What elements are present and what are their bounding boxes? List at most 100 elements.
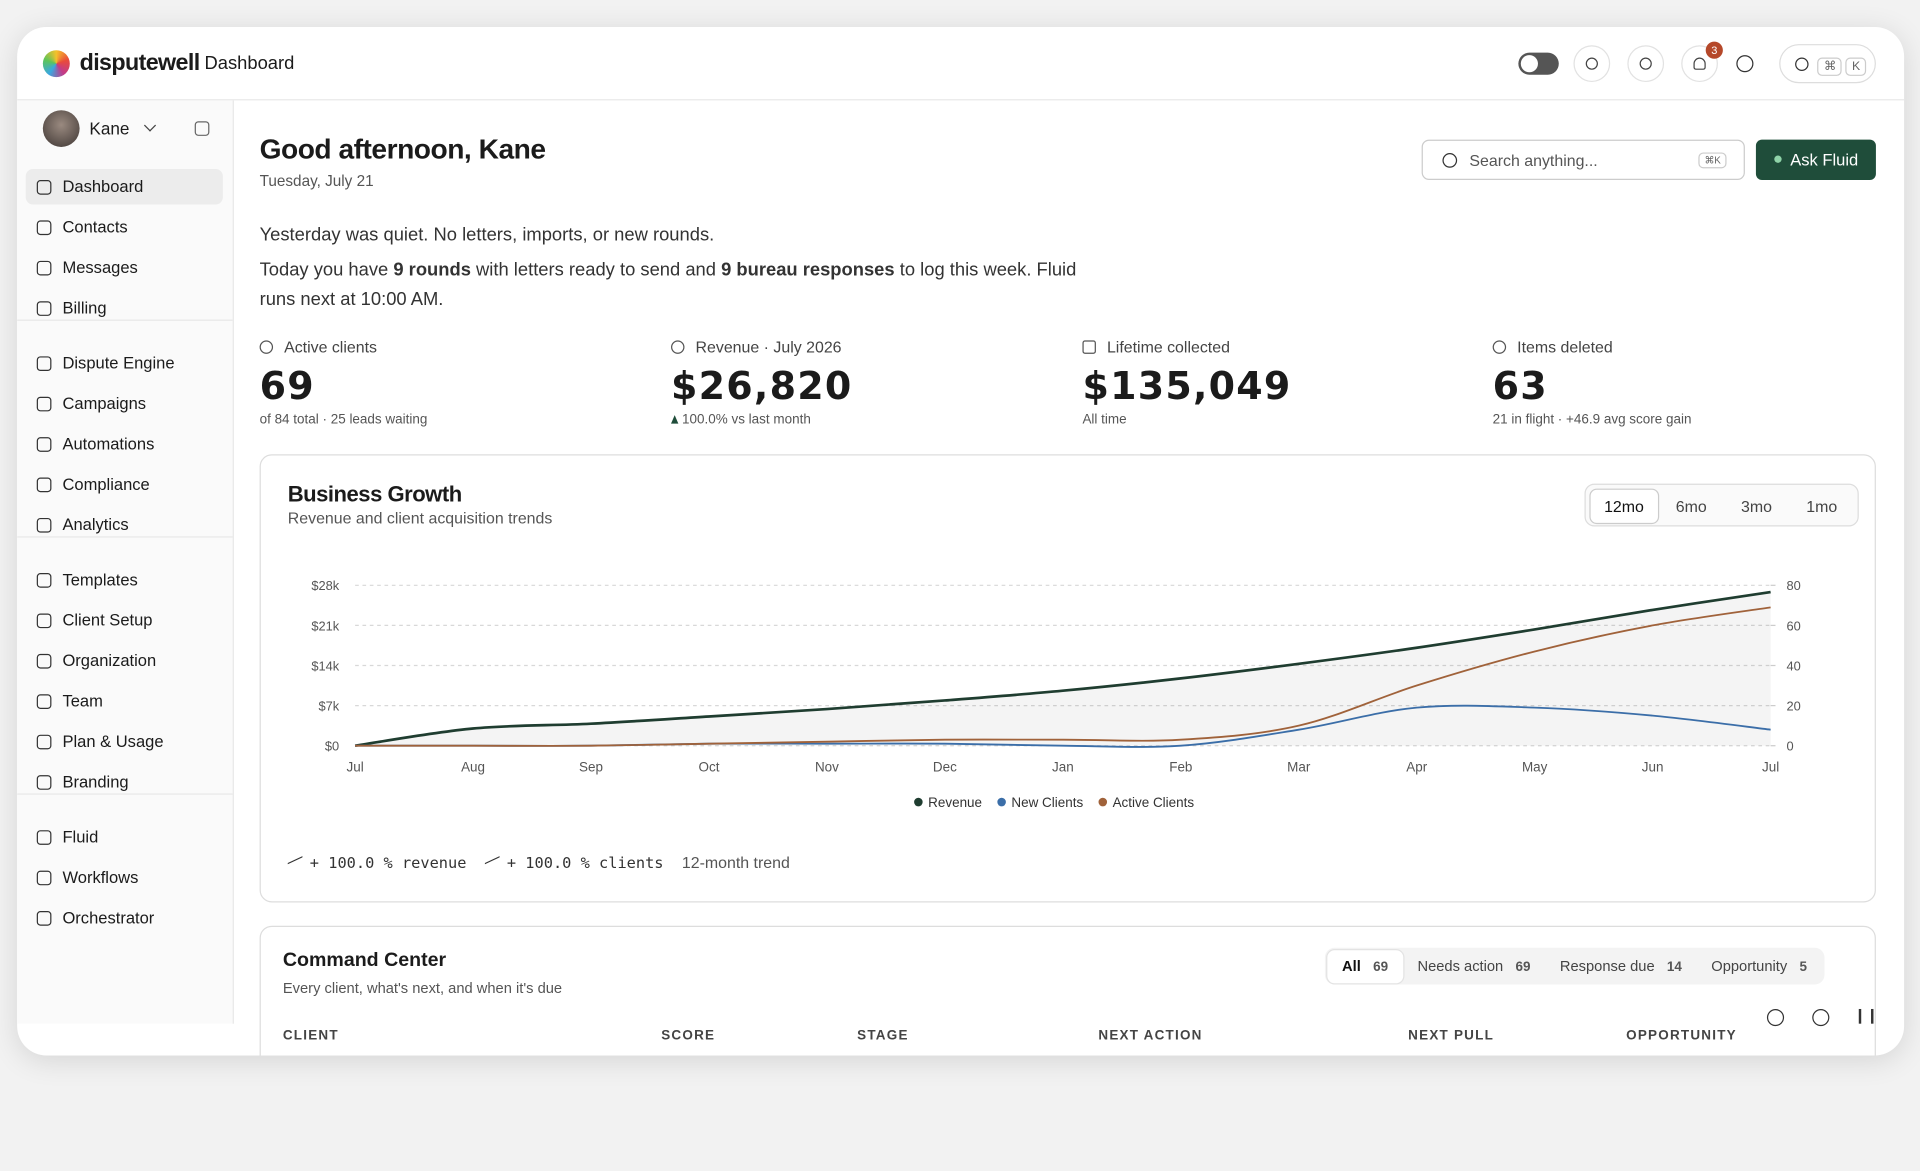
nav-item[interactable]: Compliance — [26, 466, 223, 502]
nav-item[interactable]: Contacts — [26, 209, 223, 245]
trend-item: + 100.0 % revenue — [287, 853, 467, 872]
command-tab[interactable]: All 69 — [1327, 950, 1403, 984]
user-name[interactable]: Kane — [89, 118, 130, 139]
nav-item[interactable]: Client Setup — [26, 602, 223, 638]
ask-button[interactable]: Ask Fluid — [1755, 139, 1876, 181]
range-tab[interactable]: 1mo — [1806, 497, 1838, 516]
nav-label: Client Setup — [62, 610, 153, 629]
column-header: SCORE — [661, 1028, 716, 1044]
nav-item[interactable]: Workflows — [26, 859, 223, 895]
stat-value: $26,820 — [671, 364, 853, 409]
y-tick-label: $28k — [311, 578, 339, 593]
page-title: Dashboard — [204, 53, 295, 75]
trend-icon — [484, 856, 500, 872]
y-tick-label: $21k — [311, 618, 339, 633]
brand: disputewell — [79, 50, 201, 76]
nav-icon — [36, 653, 52, 668]
nav-separator — [17, 793, 233, 795]
nav-item[interactable]: Orchestrator — [26, 899, 223, 935]
x-tick-label: Jul — [1762, 759, 1779, 774]
range-tab[interactable]: 6mo — [1675, 497, 1707, 516]
signal-button[interactable] — [1858, 1008, 1874, 1024]
nav-item[interactable]: Plan & Usage — [26, 723, 223, 759]
nav-label: Organization — [62, 650, 157, 670]
help-button[interactable] — [1627, 45, 1665, 83]
nav-icon — [36, 829, 52, 845]
command-tab[interactable]: Needs action 69 — [1403, 950, 1545, 983]
command-tab[interactable]: Opportunity 5 — [1697, 950, 1822, 983]
key: K — [1845, 57, 1867, 76]
nav-item[interactable]: Branding — [26, 763, 223, 799]
key: ⌘ — [1817, 57, 1843, 76]
nav-item[interactable]: Dashboard — [25, 168, 223, 204]
column-header: STAGE — [857, 1028, 909, 1044]
text: Today you have — [259, 259, 394, 281]
theme-button[interactable] — [1736, 55, 1754, 73]
settings-button[interactable] — [1573, 45, 1611, 83]
note-text: 100.0% vs last month — [682, 412, 811, 428]
x-tick-label: Mar — [1287, 759, 1311, 774]
target-button[interactable] — [1812, 1008, 1830, 1027]
tab-label: All — [1342, 957, 1361, 975]
range-tab[interactable]: 12mo — [1589, 488, 1659, 525]
nav-item[interactable]: Organization — [26, 642, 223, 678]
tab-label: Needs action — [1417, 957, 1504, 975]
trend-text: 12-month trend — [681, 853, 790, 872]
x-tick-label: Aug — [461, 759, 485, 774]
x-tick-label: Dec — [933, 759, 957, 774]
stat-value: 63 — [1492, 364, 1548, 409]
chart-title: Business Growth — [287, 481, 462, 507]
x-tick-label: Oct — [699, 759, 720, 774]
nav-icon — [36, 612, 52, 628]
nav-label: Templates — [62, 570, 138, 589]
nav-separator — [17, 319, 233, 321]
tab-count: 14 — [1666, 960, 1682, 975]
nav-item[interactable]: Billing — [26, 290, 223, 326]
stat-label: Items deleted — [1517, 337, 1613, 357]
search-icon — [1442, 153, 1458, 168]
highlight: 9 bureau responses — [721, 259, 895, 281]
nav-separator — [17, 536, 233, 538]
note-text: of 84 total · 25 leads waiting — [259, 412, 428, 428]
search-box[interactable]: Search anything... ⌘K — [1421, 139, 1745, 181]
nav-item[interactable]: Analytics — [26, 506, 223, 542]
nav-label: Plan & Usage — [62, 731, 164, 751]
nav-item[interactable]: Campaigns — [26, 385, 223, 421]
legend-label: New Clients — [1011, 795, 1083, 810]
filter-button[interactable] — [1766, 1008, 1785, 1027]
y2-tick-label: 60 — [1787, 618, 1801, 633]
stat-label: Lifetime collected — [1106, 337, 1230, 357]
nav-item[interactable]: Fluid — [26, 819, 223, 855]
notifications-button[interactable] — [1681, 45, 1718, 83]
tab-count: 5 — [1799, 960, 1807, 975]
nav-icon — [36, 179, 52, 195]
nav-item[interactable]: Team — [26, 683, 223, 719]
nav-item[interactable]: Automations — [26, 426, 223, 462]
up-arrow — [671, 415, 679, 424]
nav-item[interactable]: Dispute Engine — [26, 345, 223, 381]
nav-icon — [36, 572, 52, 588]
summary-line: Yesterday was quiet. No letters, imports… — [259, 224, 715, 246]
stat-note: 100.0% vs last month — [671, 412, 811, 428]
y-tick-label: $0 — [325, 739, 339, 754]
x-tick-label: May — [1522, 759, 1548, 774]
tab-label: Opportunity — [1711, 957, 1788, 975]
collapse-button[interactable] — [194, 121, 210, 136]
toggle[interactable] — [1518, 52, 1559, 75]
range-tab[interactable]: 3mo — [1741, 497, 1772, 516]
nav-icon — [36, 774, 52, 790]
stat-value: 69 — [259, 364, 315, 409]
stat-icon — [1082, 340, 1096, 354]
trend-text: + 100.0 % revenue — [309, 853, 467, 872]
stat-label: Revenue · July 2026 — [695, 337, 842, 357]
nav-icon — [36, 260, 52, 275]
nav-label: Contacts — [62, 217, 128, 236]
search-pill[interactable]: ⌘ K — [1779, 44, 1876, 84]
nav-item[interactable]: Messages — [26, 249, 223, 285]
y2-tick-label: 0 — [1787, 739, 1794, 754]
nav-item[interactable]: Templates — [26, 561, 223, 597]
app: disputewell Dashboard 3 ⌘ K Kane Dashboar… — [17, 41, 1905, 1056]
chart: $0 $7k $14k $21k $28k 0 20 40 60 80 Jul Aug Sep Oct No… — [311, 578, 1801, 810]
command-tab[interactable]: Response due 14 — [1545, 950, 1696, 983]
stat-icon — [1492, 340, 1507, 354]
